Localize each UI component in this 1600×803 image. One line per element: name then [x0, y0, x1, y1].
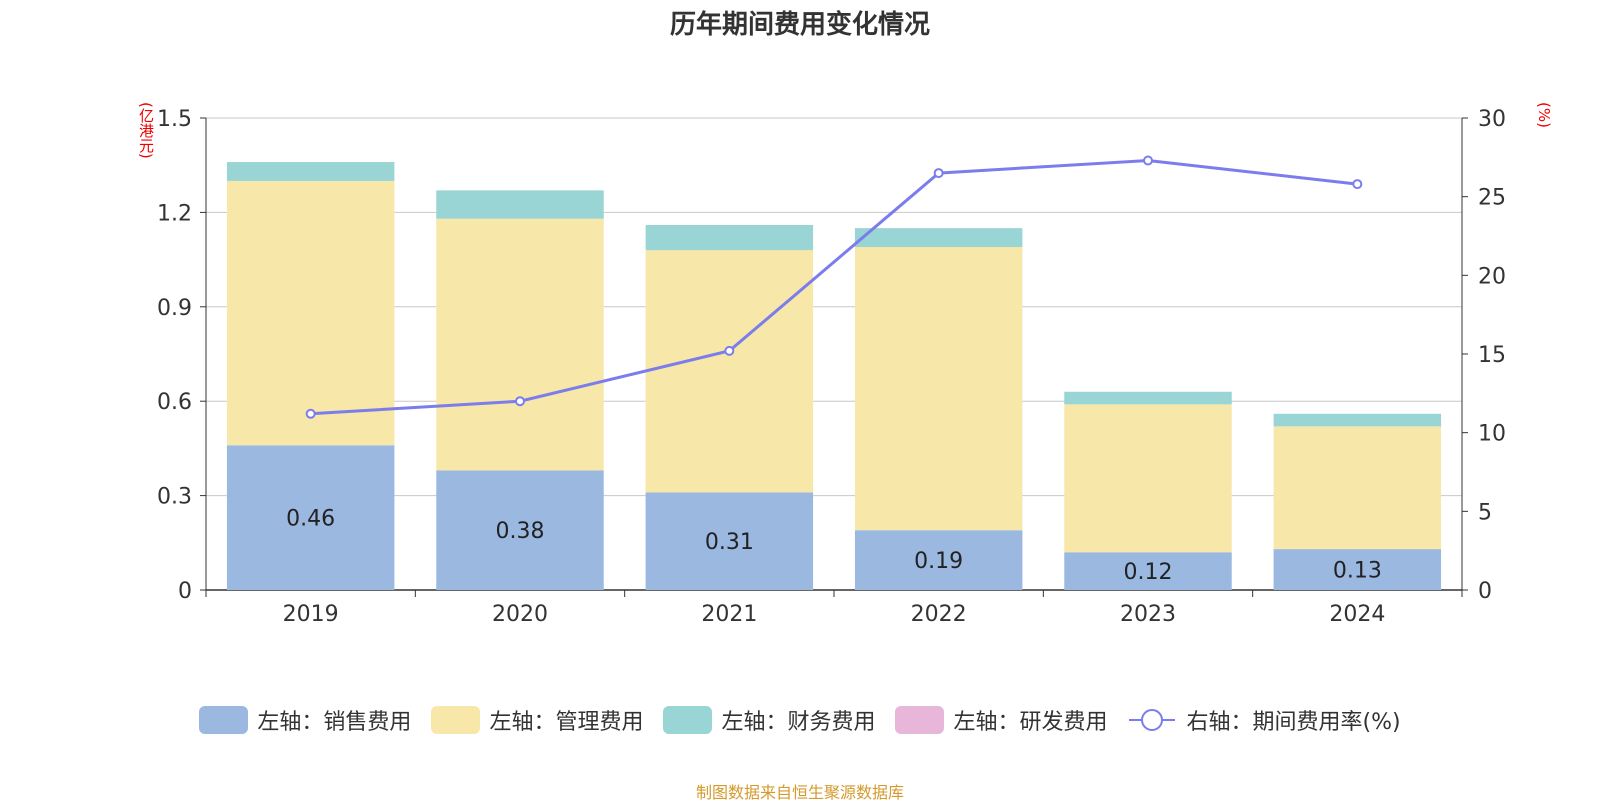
bar-sales	[645, 492, 814, 590]
right-axis-unit: (%)	[1535, 102, 1553, 128]
bar-admin	[1273, 426, 1442, 550]
legend-label-sales: 左轴：销售费用	[257, 710, 412, 735]
ratio-point	[933, 168, 944, 179]
bar-sales	[854, 530, 1023, 590]
x-tick-label: 2022	[911, 602, 967, 627]
bar-admin	[1064, 404, 1232, 553]
ratio-point	[1352, 179, 1363, 190]
legend-swatch-sales	[199, 706, 249, 734]
bar-data-label: 0.12	[1124, 560, 1173, 585]
left-tick-label: 0.3	[157, 485, 192, 510]
legend-label-rnd: 左轴：研发费用	[953, 710, 1108, 735]
right-tick-label: 20	[1478, 264, 1506, 289]
ratio-point	[1143, 155, 1153, 166]
bar-admin	[854, 247, 1023, 531]
right-tick-label: 5	[1478, 500, 1492, 525]
right-tick-label: 15	[1478, 343, 1506, 368]
legend-label-admin: 左轴：管理费用	[489, 710, 644, 735]
ratio-point	[515, 396, 525, 407]
legend-item-finance[interactable]: 左轴：财务费用	[663, 704, 875, 736]
bar-data-label: 0.38	[496, 519, 545, 544]
x-tick-label: 2019	[283, 602, 339, 627]
x-tick-label: 2023	[1120, 602, 1176, 627]
data-source-note: 制图数据来自恒生聚源数据库	[695, 783, 904, 802]
bar-admin	[645, 250, 814, 493]
legend-swatch-finance	[663, 706, 713, 734]
bar-finance	[1064, 391, 1232, 405]
legend-label-finance: 左轴：财务费用	[721, 710, 876, 735]
bar-sales	[1273, 549, 1442, 590]
right-tick-label: 30	[1478, 107, 1506, 132]
ratio-point	[305, 408, 316, 419]
chart-canvas: 0 0.3 0.6 0.9 1.2 1.5 0 5 10 15 20 25 30 0.46 2019 0.38…	[157, 107, 1506, 627]
bar-sales	[1064, 552, 1232, 590]
ratio-point	[724, 345, 735, 356]
ratio-line	[310, 158, 1358, 416]
bar-data-label: 0.19	[914, 549, 963, 574]
legend-item-ratio[interactable]: 右轴：期间费用率(%)	[1127, 704, 1401, 736]
legend-swatch-rnd	[895, 706, 945, 734]
legend-line-marker-icon	[1129, 709, 1176, 731]
legend-item-rnd[interactable]: 左轴：研发费用	[895, 704, 1107, 736]
legend-item-admin[interactable]: 左轴：管理费用	[431, 704, 643, 736]
bar-finance	[854, 228, 1023, 248]
bar-data-label: 0.13	[1333, 559, 1382, 584]
bar-finance	[226, 162, 395, 181]
bar-data-label: 0.31	[705, 530, 754, 555]
left-tick-label: 1.5	[157, 107, 192, 132]
right-tick-label: 10	[1478, 422, 1506, 447]
legend-item-sales[interactable]: 左轴：销售费用	[199, 704, 411, 736]
left-tick-label: 0.9	[157, 296, 192, 321]
left-tick-label: 0	[178, 579, 192, 604]
bar-sales	[226, 445, 395, 590]
bar-finance	[1273, 413, 1442, 427]
bar-admin	[226, 180, 395, 446]
x-tick-label: 2024	[1329, 602, 1385, 627]
x-tick-label: 2020	[492, 602, 548, 627]
bar-finance	[436, 190, 604, 219]
bar-sales	[436, 470, 604, 590]
legend-swatch-admin	[431, 706, 481, 734]
legend-label-ratio: 右轴：期间费用率(%)	[1186, 710, 1401, 735]
left-tick-label: 0.6	[157, 390, 192, 415]
chart-title: 历年期间费用变化情况	[669, 10, 930, 40]
bar-finance	[645, 224, 814, 251]
chart-legend: 左轴：销售费用 左轴：管理费用 左轴：财务费用 左轴：研发费用 右轴：期间费用率…	[0, 704, 1600, 736]
bar-data-label: 0.46	[286, 507, 335, 532]
left-axis-unit: (亿港元)	[137, 102, 155, 159]
left-tick-label: 1.2	[157, 201, 192, 226]
bar-admin	[436, 218, 604, 471]
x-tick-label: 2021	[701, 602, 757, 627]
right-tick-label: 0	[1478, 579, 1492, 604]
right-tick-label: 25	[1478, 186, 1506, 211]
